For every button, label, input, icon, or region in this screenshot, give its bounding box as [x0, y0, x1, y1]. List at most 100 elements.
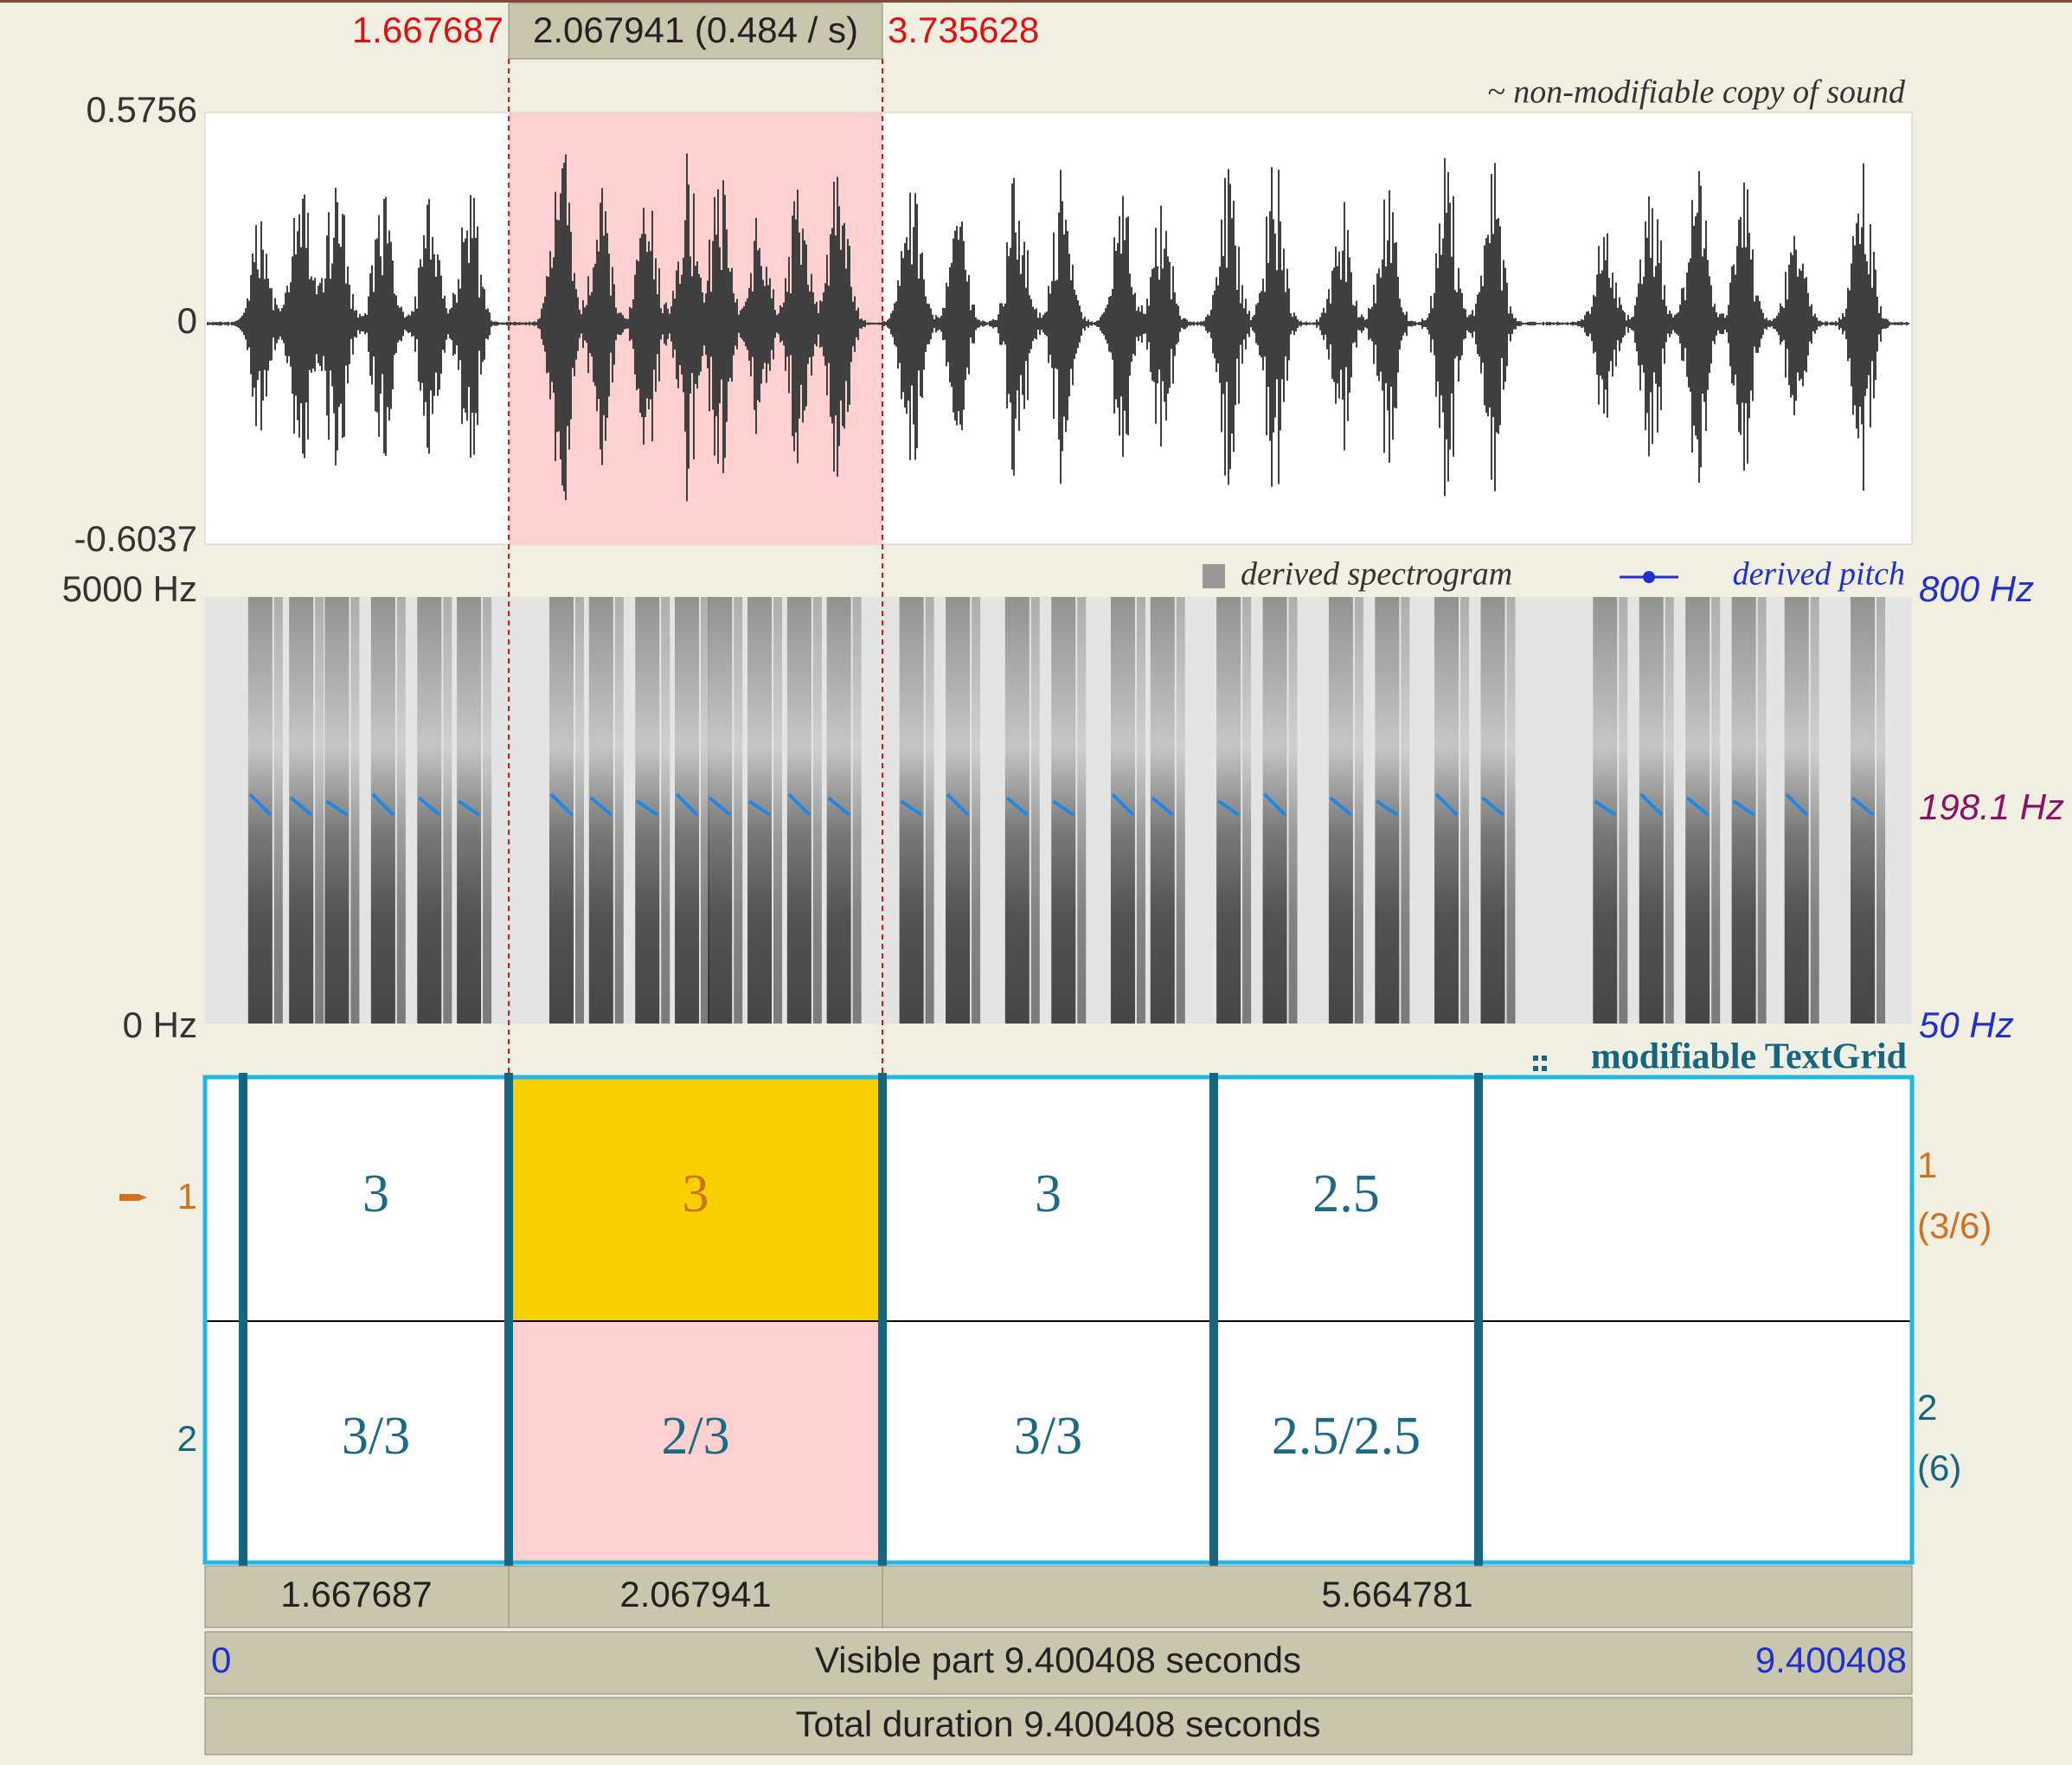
- voiced-band: [1111, 597, 1135, 1024]
- voiced-band: [972, 597, 980, 1024]
- pitch-top: 800 Hz: [1919, 568, 2034, 609]
- total-duration: Total duration 9.400408 seconds: [795, 1704, 1320, 1744]
- tier-info: 2: [1917, 1387, 1937, 1428]
- voiced-band: [1481, 597, 1505, 1024]
- voiced-band: [1263, 597, 1287, 1024]
- voiced-band: [708, 597, 732, 1024]
- voiced-band: [1329, 597, 1353, 1024]
- interval-label: 2.5: [1312, 1165, 1380, 1223]
- voiced-band: [443, 597, 452, 1024]
- voiced-band: [1851, 597, 1875, 1024]
- voiced-band: [926, 597, 934, 1024]
- voiced-band: [1507, 597, 1516, 1024]
- spectrogram-top: 5000 Hz: [62, 568, 197, 609]
- voiced-band: [747, 597, 772, 1024]
- voiced-band: [1593, 597, 1617, 1024]
- voiced-band: [1460, 597, 1469, 1024]
- voiced-band: [1619, 597, 1627, 1024]
- interval-label: 3: [362, 1165, 389, 1223]
- voiced-band: [900, 597, 924, 1024]
- interval-label: 2/3: [661, 1407, 729, 1466]
- voiced-band: [1785, 597, 1809, 1024]
- pitch-label: derived pitch: [1733, 556, 1905, 593]
- spectrogram-bottom: 0 Hz: [123, 1004, 197, 1045]
- sound-zero: 0: [177, 300, 197, 341]
- sound-min: -0.6037: [74, 518, 197, 559]
- selection-duration: 2.067941 (0.484 / s): [533, 10, 858, 50]
- visible-part: Visible part 9.400408 seconds: [815, 1640, 1301, 1680]
- interval-label: 2.5/2.5: [1272, 1407, 1421, 1466]
- voiced-band: [635, 597, 659, 1024]
- tier-number: 2: [177, 1418, 197, 1459]
- voiced-band: [1216, 597, 1241, 1024]
- tier-info: (3/6): [1917, 1205, 1992, 1246]
- voiced-band: [813, 597, 822, 1024]
- voiced-band: [1876, 597, 1885, 1024]
- voiced-band: [1401, 597, 1409, 1024]
- voiced-band: [1665, 597, 1674, 1024]
- segment-label: 5.664781: [1321, 1574, 1472, 1614]
- voiced-band: [1434, 597, 1459, 1024]
- selection-end: 3.735628: [888, 10, 1039, 50]
- interval-label: 3: [683, 1165, 709, 1223]
- voiced-band: [734, 597, 742, 1024]
- voiced-band: [1375, 597, 1399, 1024]
- spectrogram-icon: [1203, 564, 1225, 588]
- textgrid-panel[interactable]: [205, 1077, 1912, 1563]
- segment-label: 1.667687: [280, 1574, 432, 1614]
- voiced-band: [787, 597, 811, 1024]
- voiced-band: [289, 597, 313, 1024]
- voiced-band: [1732, 597, 1756, 1024]
- tier-info: 1: [1917, 1145, 1937, 1185]
- voiced-band: [1289, 597, 1298, 1024]
- visible-end: 9.400408: [1755, 1640, 1907, 1680]
- voiced-band: [1242, 597, 1251, 1024]
- voiced-band: [274, 597, 283, 1024]
- voiced-band: [1031, 597, 1040, 1024]
- interval-label: 3/3: [342, 1407, 410, 1466]
- voiced-band: [1355, 597, 1363, 1024]
- interval-label: 3/3: [1014, 1407, 1082, 1466]
- spectrogram-label: derived spectrogram: [1241, 556, 1512, 593]
- tier-number: 1: [177, 1176, 197, 1216]
- voiced-band: [397, 597, 406, 1024]
- voiced-band: [350, 597, 359, 1024]
- voiced-band: [1639, 597, 1664, 1024]
- voiced-band: [248, 597, 273, 1024]
- voiced-band: [549, 597, 574, 1024]
- voiced-band: [853, 597, 862, 1024]
- voiced-band: [457, 597, 481, 1024]
- voiced-band: [483, 597, 491, 1024]
- voiced-band: [1758, 597, 1767, 1024]
- editor: 1.667687 2.067941 (0.484 / s) 3.735628 ~…: [0, 0, 2072, 1765]
- voiced-band: [661, 597, 670, 1024]
- selection-start: 1.667687: [352, 10, 504, 50]
- voiced-band: [1005, 597, 1030, 1024]
- interval-label: 3: [1035, 1165, 1062, 1223]
- tier-info: (6): [1917, 1447, 1961, 1488]
- voiced-band: [315, 597, 324, 1024]
- textgrid-label: modifiable TextGrid: [1591, 1037, 1907, 1077]
- sound-label: ~ non-modifiable copy of sound: [1487, 74, 1906, 111]
- voiced-band: [773, 597, 782, 1024]
- voiced-band: [371, 597, 395, 1024]
- voiced-band: [827, 597, 851, 1024]
- voiced-band: [1151, 597, 1175, 1024]
- voiced-band: [1077, 597, 1086, 1024]
- pitch-bottom: 50 Hz: [1919, 1004, 2014, 1045]
- top-border: [0, 0, 2072, 3]
- voiced-band: [1811, 597, 1819, 1024]
- visible-start: 0: [211, 1640, 231, 1680]
- voiced-band: [675, 597, 699, 1024]
- voiced-band: [324, 597, 349, 1024]
- segment-label: 2.067941: [619, 1574, 771, 1614]
- sound-max: 0.5756: [87, 89, 197, 130]
- voiced-band: [1685, 597, 1710, 1024]
- voiced-band: [1051, 597, 1075, 1024]
- voiced-band: [575, 597, 584, 1024]
- voiced-band: [1711, 597, 1720, 1024]
- voiced-band: [1177, 597, 1185, 1024]
- voiced-band: [417, 597, 441, 1024]
- voiced-band: [615, 597, 624, 1024]
- voiced-band: [1137, 597, 1145, 1024]
